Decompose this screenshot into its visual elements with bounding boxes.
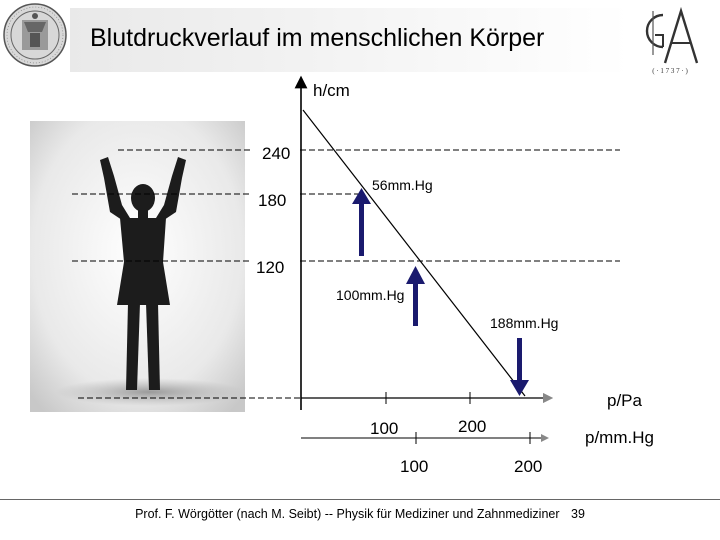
slide-header: Blutdruckverlauf im menschlichen Körper …	[0, 0, 720, 80]
person-silhouette-photo	[30, 121, 245, 412]
x-axis-label-mmhg: p/mm.Hg	[585, 428, 654, 447]
ga-logo-icon: ( · 1 7 3 7 · )	[645, 6, 699, 75]
arrow-100mmhg	[406, 266, 425, 326]
arrow-188mmhg	[510, 338, 529, 396]
mmhg-tick-label-200: 200	[514, 457, 542, 476]
y-axis-label: h/cm	[313, 81, 350, 100]
pa-tick-label-200: 200	[458, 417, 486, 436]
logo-caption: ( · 1 7 3 7 · )	[652, 67, 688, 75]
mmhg-tick-label-100: 100	[400, 457, 428, 476]
arrow-label-56mmhg: 56mm.Hg	[372, 177, 433, 193]
header-band	[70, 8, 630, 72]
level-label-120: 120	[256, 258, 284, 277]
arrow-56mmhg	[352, 188, 371, 256]
footer-divider	[0, 499, 720, 500]
level-label-240: 240	[262, 144, 290, 163]
pressure-arrows	[352, 188, 529, 396]
pa-tick-label-100: 100	[370, 419, 398, 438]
x-axis-label-pa: p/Pa	[607, 391, 643, 410]
page-number: 39	[571, 507, 585, 521]
slide-footer: Prof. F. Wörgötter (nach M. Seibt) -- Ph…	[0, 507, 720, 521]
level-label-180: 180	[258, 191, 286, 210]
pressure-gradient-line	[302, 109, 526, 397]
footer-text: Prof. F. Wörgötter (nach M. Seibt) -- Ph…	[135, 507, 560, 521]
university-seal-icon	[3, 3, 67, 67]
slide-title: Blutdruckverlauf im menschlichen Körper	[90, 24, 545, 52]
arrow-label-100mmhg: 100mm.Hg	[336, 287, 404, 303]
height-level-lines	[72, 149, 620, 399]
arrow-label-188mmhg: 188mm.Hg	[490, 315, 558, 331]
